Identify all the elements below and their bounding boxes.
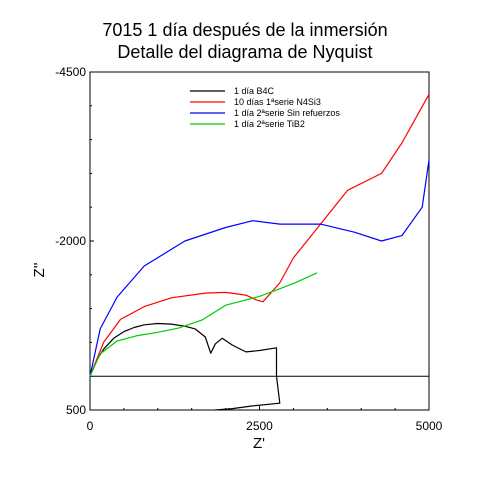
x-tick-label: 5000 [416,419,443,433]
series-line-1 [89,322,281,411]
y-axis-ticks: -4500 -2000 500 [55,65,94,417]
legend-label-4: 1 día 2ªserie TiB2 [234,119,305,129]
x-tick-label: 0 [87,419,94,433]
series-lines [89,94,430,411]
x-tick-label: 2500 [246,419,273,433]
y-tick-label: 500 [66,403,86,417]
series-line-4 [89,272,318,377]
legend-label-3: 1 día 2ªserie Sin refuerzos [234,108,340,118]
series-line-2 [89,94,430,377]
x-axis-label: Z' [253,435,265,452]
legend-label-2: 10 días 1ªserie N4Si3 [234,97,321,107]
chart-title: 7015 1 día después de la inmersión [102,20,387,40]
y-axis-label: Z'' [31,262,48,277]
y-tick-label: -4500 [55,65,86,79]
series-line-3 [89,159,430,377]
legend-label-1: 1 día B4C [234,86,275,96]
chart-subtitle: Detalle del diagrama de Nyquist [117,42,372,62]
y-tick-label: -2000 [55,234,86,248]
